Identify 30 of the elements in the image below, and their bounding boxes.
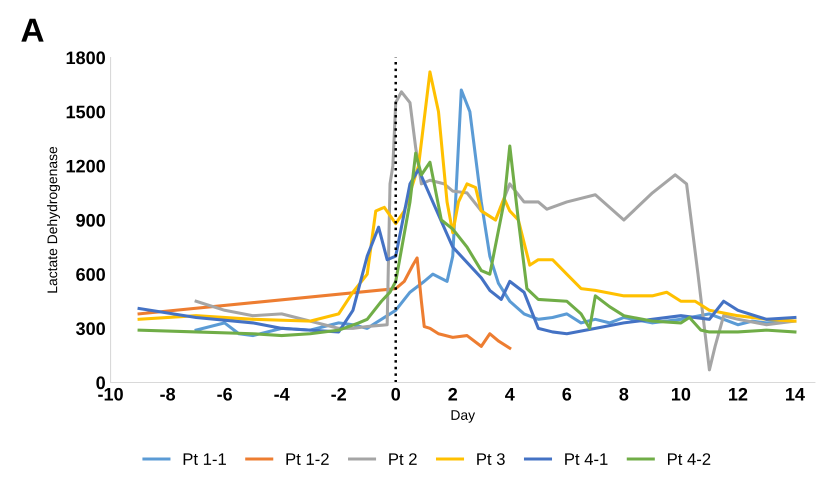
y-tick-label: 600 <box>76 268 105 281</box>
x-tick-label: -6 <box>217 388 232 401</box>
x-tick-label: -2 <box>331 388 346 400</box>
x-tick-label: -8 <box>160 388 176 401</box>
y-axis-title: Lactate Dehydrogenase <box>47 146 60 293</box>
y-tick-label: 1200 <box>66 160 105 173</box>
x-tick-label: 6 <box>562 388 572 401</box>
x-tick-label: 8 <box>619 388 628 401</box>
y-tick-label: 300 <box>76 322 105 336</box>
y-tick-label: 0 <box>96 376 105 390</box>
x-tick-label: 4 <box>505 388 515 400</box>
y-tick-label: 900 <box>76 214 105 227</box>
legend-label: Pt 4-1 <box>565 453 608 465</box>
legend-label: Pt 1-1 <box>184 453 226 465</box>
text: A <box>21 18 44 42</box>
x-tick-label: 12 <box>729 388 748 400</box>
x-axis-title: Day <box>452 410 476 423</box>
x-tick-label: -4 <box>274 388 290 400</box>
x-tick-label: -10 <box>98 388 123 401</box>
y-tick-label: 1500 <box>66 106 105 118</box>
legend-label: Pt 3 <box>477 453 505 465</box>
line-series <box>138 256 512 350</box>
x-tick-label: 2 <box>448 388 458 400</box>
x-tick-label: 10 <box>672 388 690 401</box>
legend-label: Pt 2 <box>389 453 417 465</box>
legend-label: Pt 1-2 <box>286 453 329 465</box>
x-tick-label: 0 <box>391 388 400 401</box>
x-tick-label: 14 <box>786 388 805 400</box>
y-tick-label: 1800 <box>66 51 105 64</box>
legend-label: Pt 4-2 <box>668 453 710 465</box>
